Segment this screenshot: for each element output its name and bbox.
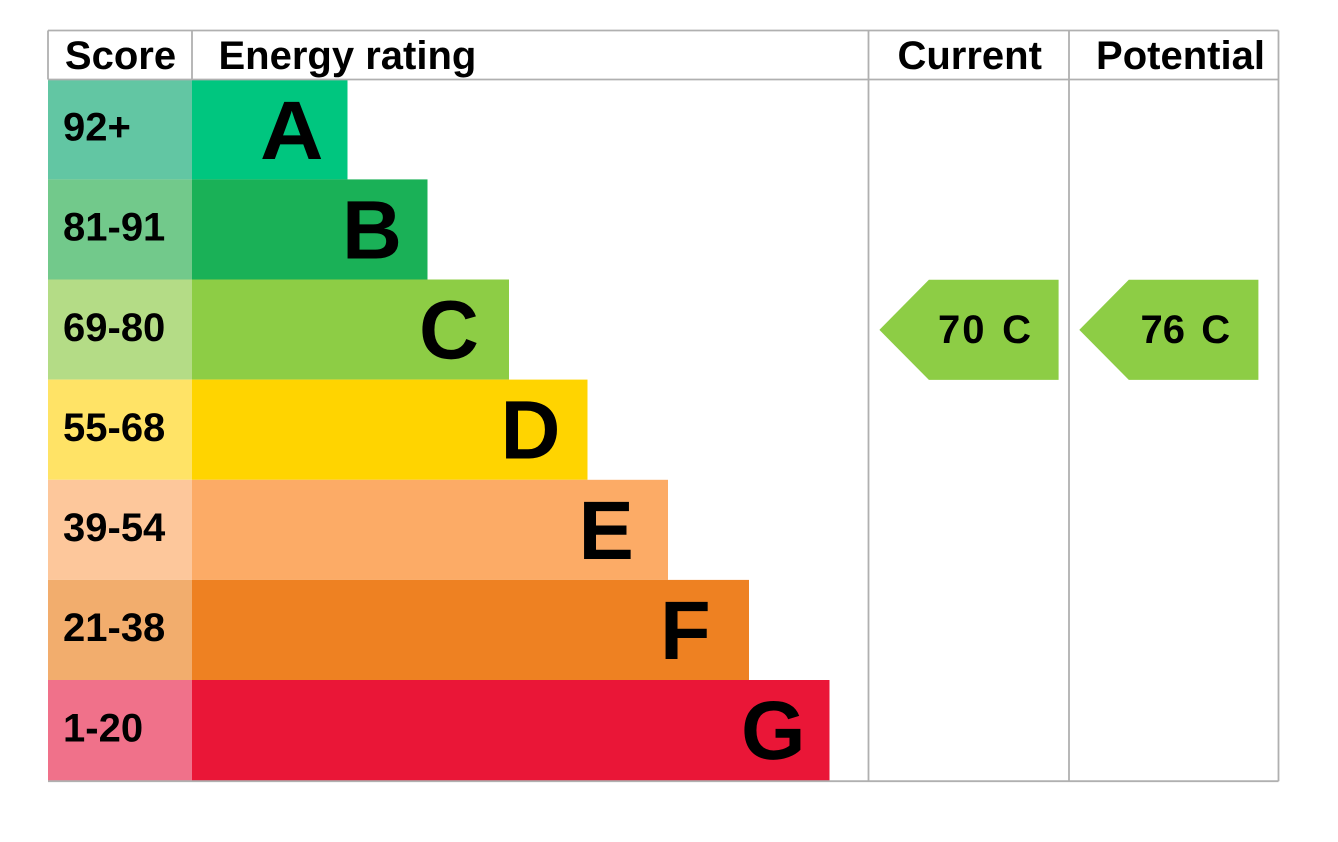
svg-text:Energy rating: Energy rating xyxy=(219,34,477,78)
svg-text:76: 76 xyxy=(1141,308,1186,352)
svg-text:C: C xyxy=(419,284,479,377)
svg-text:Score: Score xyxy=(65,34,176,78)
svg-text:B: B xyxy=(342,183,402,276)
svg-text:C: C xyxy=(1002,308,1031,352)
svg-text:69-80: 69-80 xyxy=(63,306,165,350)
svg-text:E: E xyxy=(579,484,634,577)
svg-text:55-68: 55-68 xyxy=(63,406,165,450)
svg-text:70: 70 xyxy=(938,308,987,352)
svg-text:92+: 92+ xyxy=(63,106,131,150)
svg-text:D: D xyxy=(501,384,561,477)
svg-text:39-54: 39-54 xyxy=(63,506,166,550)
svg-text:C: C xyxy=(1201,308,1230,352)
svg-text:Potential: Potential xyxy=(1096,34,1265,78)
svg-text:A: A xyxy=(260,84,324,177)
svg-text:21-38: 21-38 xyxy=(63,606,165,650)
svg-text:81-91: 81-91 xyxy=(63,206,165,250)
svg-text:F: F xyxy=(660,584,711,677)
svg-text:Current: Current xyxy=(897,34,1041,78)
svg-text:G: G xyxy=(741,684,806,777)
svg-text:1-20: 1-20 xyxy=(63,706,143,750)
